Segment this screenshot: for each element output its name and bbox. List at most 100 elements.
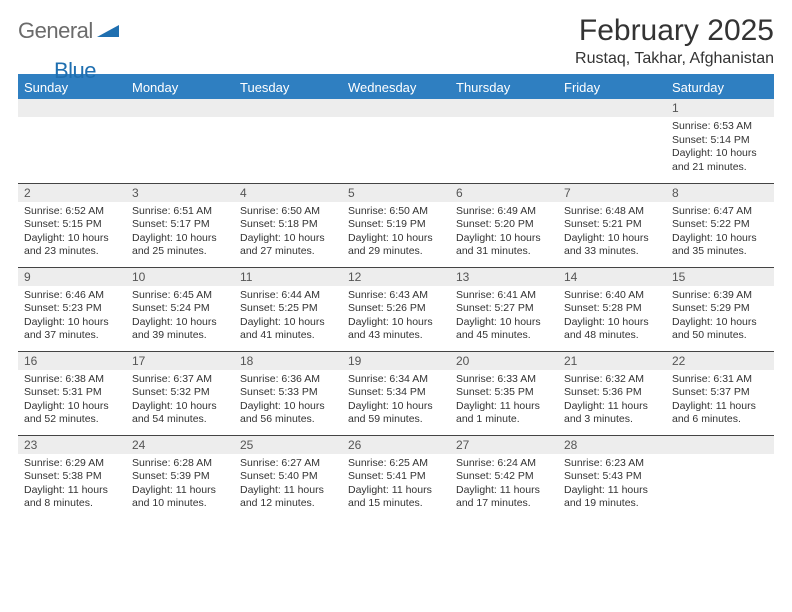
calendar-week-row: 1Sunrise: 6:53 AMSunset: 5:14 PMDaylight…: [18, 99, 774, 183]
day-body: Sunrise: 6:47 AMSunset: 5:22 PMDaylight:…: [666, 202, 774, 264]
calendar-day-cell: 5Sunrise: 6:50 AMSunset: 5:19 PMDaylight…: [342, 183, 450, 267]
sunset-text: Sunset: 5:40 PM: [240, 470, 336, 484]
sunrise-text: Sunrise: 6:44 AM: [240, 289, 336, 303]
day-body: Sunrise: 6:39 AMSunset: 5:29 PMDaylight:…: [666, 286, 774, 348]
day-number: 22: [666, 352, 774, 370]
calendar-day-cell: 26Sunrise: 6:25 AMSunset: 5:41 PMDayligh…: [342, 435, 450, 519]
day-body: [450, 117, 558, 124]
sunrise-text: Sunrise: 6:36 AM: [240, 373, 336, 387]
title-block: February 2025 Rustaq, Takhar, Afghanista…: [575, 14, 774, 68]
sunset-text: Sunset: 5:14 PM: [672, 134, 768, 148]
day-number: 17: [126, 352, 234, 370]
daylight-text: Daylight: 11 hours and 6 minutes.: [672, 400, 768, 427]
calendar-day-cell: [666, 435, 774, 519]
sunset-text: Sunset: 5:36 PM: [564, 386, 660, 400]
sunrise-text: Sunrise: 6:29 AM: [24, 457, 120, 471]
day-body: [234, 117, 342, 124]
calendar-day-cell: 15Sunrise: 6:39 AMSunset: 5:29 PMDayligh…: [666, 267, 774, 351]
sunrise-text: Sunrise: 6:41 AM: [456, 289, 552, 303]
day-body: [18, 117, 126, 124]
sunrise-text: Sunrise: 6:46 AM: [24, 289, 120, 303]
day-number: [234, 99, 342, 117]
sunrise-text: Sunrise: 6:52 AM: [24, 205, 120, 219]
calendar-day-cell: 8Sunrise: 6:47 AMSunset: 5:22 PMDaylight…: [666, 183, 774, 267]
day-body: Sunrise: 6:41 AMSunset: 5:27 PMDaylight:…: [450, 286, 558, 348]
day-number: [558, 99, 666, 117]
day-number: 13: [450, 268, 558, 286]
logo: General: [18, 14, 121, 44]
daylight-text: Daylight: 11 hours and 1 minute.: [456, 400, 552, 427]
day-number: 1: [666, 99, 774, 117]
calendar-week-row: 23Sunrise: 6:29 AMSunset: 5:38 PMDayligh…: [18, 435, 774, 519]
calendar-body: 1Sunrise: 6:53 AMSunset: 5:14 PMDaylight…: [18, 99, 774, 519]
day-number: 26: [342, 436, 450, 454]
sunrise-text: Sunrise: 6:40 AM: [564, 289, 660, 303]
calendar-day-cell: 12Sunrise: 6:43 AMSunset: 5:26 PMDayligh…: [342, 267, 450, 351]
day-number: 28: [558, 436, 666, 454]
day-body: Sunrise: 6:37 AMSunset: 5:32 PMDaylight:…: [126, 370, 234, 432]
sunset-text: Sunset: 5:37 PM: [672, 386, 768, 400]
sunset-text: Sunset: 5:39 PM: [132, 470, 228, 484]
day-body: Sunrise: 6:51 AMSunset: 5:17 PMDaylight:…: [126, 202, 234, 264]
sunrise-text: Sunrise: 6:45 AM: [132, 289, 228, 303]
sunset-text: Sunset: 5:20 PM: [456, 218, 552, 232]
sunrise-text: Sunrise: 6:39 AM: [672, 289, 768, 303]
calendar-day-cell: 13Sunrise: 6:41 AMSunset: 5:27 PMDayligh…: [450, 267, 558, 351]
daylight-text: Daylight: 10 hours and 31 minutes.: [456, 232, 552, 259]
weekday-header: Thursday: [450, 75, 558, 99]
daylight-text: Daylight: 10 hours and 45 minutes.: [456, 316, 552, 343]
calendar-week-row: 16Sunrise: 6:38 AMSunset: 5:31 PMDayligh…: [18, 351, 774, 435]
calendar-day-cell: 20Sunrise: 6:33 AMSunset: 5:35 PMDayligh…: [450, 351, 558, 435]
day-body: Sunrise: 6:34 AMSunset: 5:34 PMDaylight:…: [342, 370, 450, 432]
calendar-day-cell: 19Sunrise: 6:34 AMSunset: 5:34 PMDayligh…: [342, 351, 450, 435]
header: General February 2025 Rustaq, Takhar, Af…: [18, 14, 774, 68]
day-number: 20: [450, 352, 558, 370]
calendar-day-cell: 23Sunrise: 6:29 AMSunset: 5:38 PMDayligh…: [18, 435, 126, 519]
sunrise-text: Sunrise: 6:43 AM: [348, 289, 444, 303]
daylight-text: Daylight: 10 hours and 37 minutes.: [24, 316, 120, 343]
day-number: 7: [558, 184, 666, 202]
day-body: [342, 117, 450, 124]
sunset-text: Sunset: 5:19 PM: [348, 218, 444, 232]
daylight-text: Daylight: 10 hours and 56 minutes.: [240, 400, 336, 427]
day-body: Sunrise: 6:46 AMSunset: 5:23 PMDaylight:…: [18, 286, 126, 348]
month-title: February 2025: [575, 14, 774, 48]
day-number: 9: [18, 268, 126, 286]
sunrise-text: Sunrise: 6:38 AM: [24, 373, 120, 387]
day-body: Sunrise: 6:38 AMSunset: 5:31 PMDaylight:…: [18, 370, 126, 432]
sunset-text: Sunset: 5:21 PM: [564, 218, 660, 232]
day-number: 24: [126, 436, 234, 454]
sunset-text: Sunset: 5:25 PM: [240, 302, 336, 316]
sunrise-text: Sunrise: 6:24 AM: [456, 457, 552, 471]
logo-triangle-icon: [97, 21, 119, 42]
calendar-day-cell: 4Sunrise: 6:50 AMSunset: 5:18 PMDaylight…: [234, 183, 342, 267]
calendar-day-cell: 25Sunrise: 6:27 AMSunset: 5:40 PMDayligh…: [234, 435, 342, 519]
day-number: 25: [234, 436, 342, 454]
weekday-header: Friday: [558, 75, 666, 99]
daylight-text: Daylight: 11 hours and 12 minutes.: [240, 484, 336, 511]
sunrise-text: Sunrise: 6:49 AM: [456, 205, 552, 219]
calendar-table: Sunday Monday Tuesday Wednesday Thursday…: [18, 74, 774, 519]
day-number: 21: [558, 352, 666, 370]
sunset-text: Sunset: 5:33 PM: [240, 386, 336, 400]
day-body: Sunrise: 6:49 AMSunset: 5:20 PMDaylight:…: [450, 202, 558, 264]
day-body: Sunrise: 6:27 AMSunset: 5:40 PMDaylight:…: [234, 454, 342, 516]
sunrise-text: Sunrise: 6:28 AM: [132, 457, 228, 471]
calendar-header-row: Sunday Monday Tuesday Wednesday Thursday…: [18, 75, 774, 99]
day-number: [666, 436, 774, 454]
sunset-text: Sunset: 5:28 PM: [564, 302, 660, 316]
sunrise-text: Sunrise: 6:50 AM: [240, 205, 336, 219]
day-number: 14: [558, 268, 666, 286]
day-number: 2: [18, 184, 126, 202]
location-text: Rustaq, Takhar, Afghanistan: [575, 50, 774, 68]
calendar-day-cell: 17Sunrise: 6:37 AMSunset: 5:32 PMDayligh…: [126, 351, 234, 435]
sunrise-text: Sunrise: 6:27 AM: [240, 457, 336, 471]
daylight-text: Daylight: 10 hours and 54 minutes.: [132, 400, 228, 427]
daylight-text: Daylight: 10 hours and 33 minutes.: [564, 232, 660, 259]
calendar-day-cell: 2Sunrise: 6:52 AMSunset: 5:15 PMDaylight…: [18, 183, 126, 267]
weekday-header: Monday: [126, 75, 234, 99]
day-body: [126, 117, 234, 124]
sunrise-text: Sunrise: 6:33 AM: [456, 373, 552, 387]
sunset-text: Sunset: 5:34 PM: [348, 386, 444, 400]
day-number: 8: [666, 184, 774, 202]
